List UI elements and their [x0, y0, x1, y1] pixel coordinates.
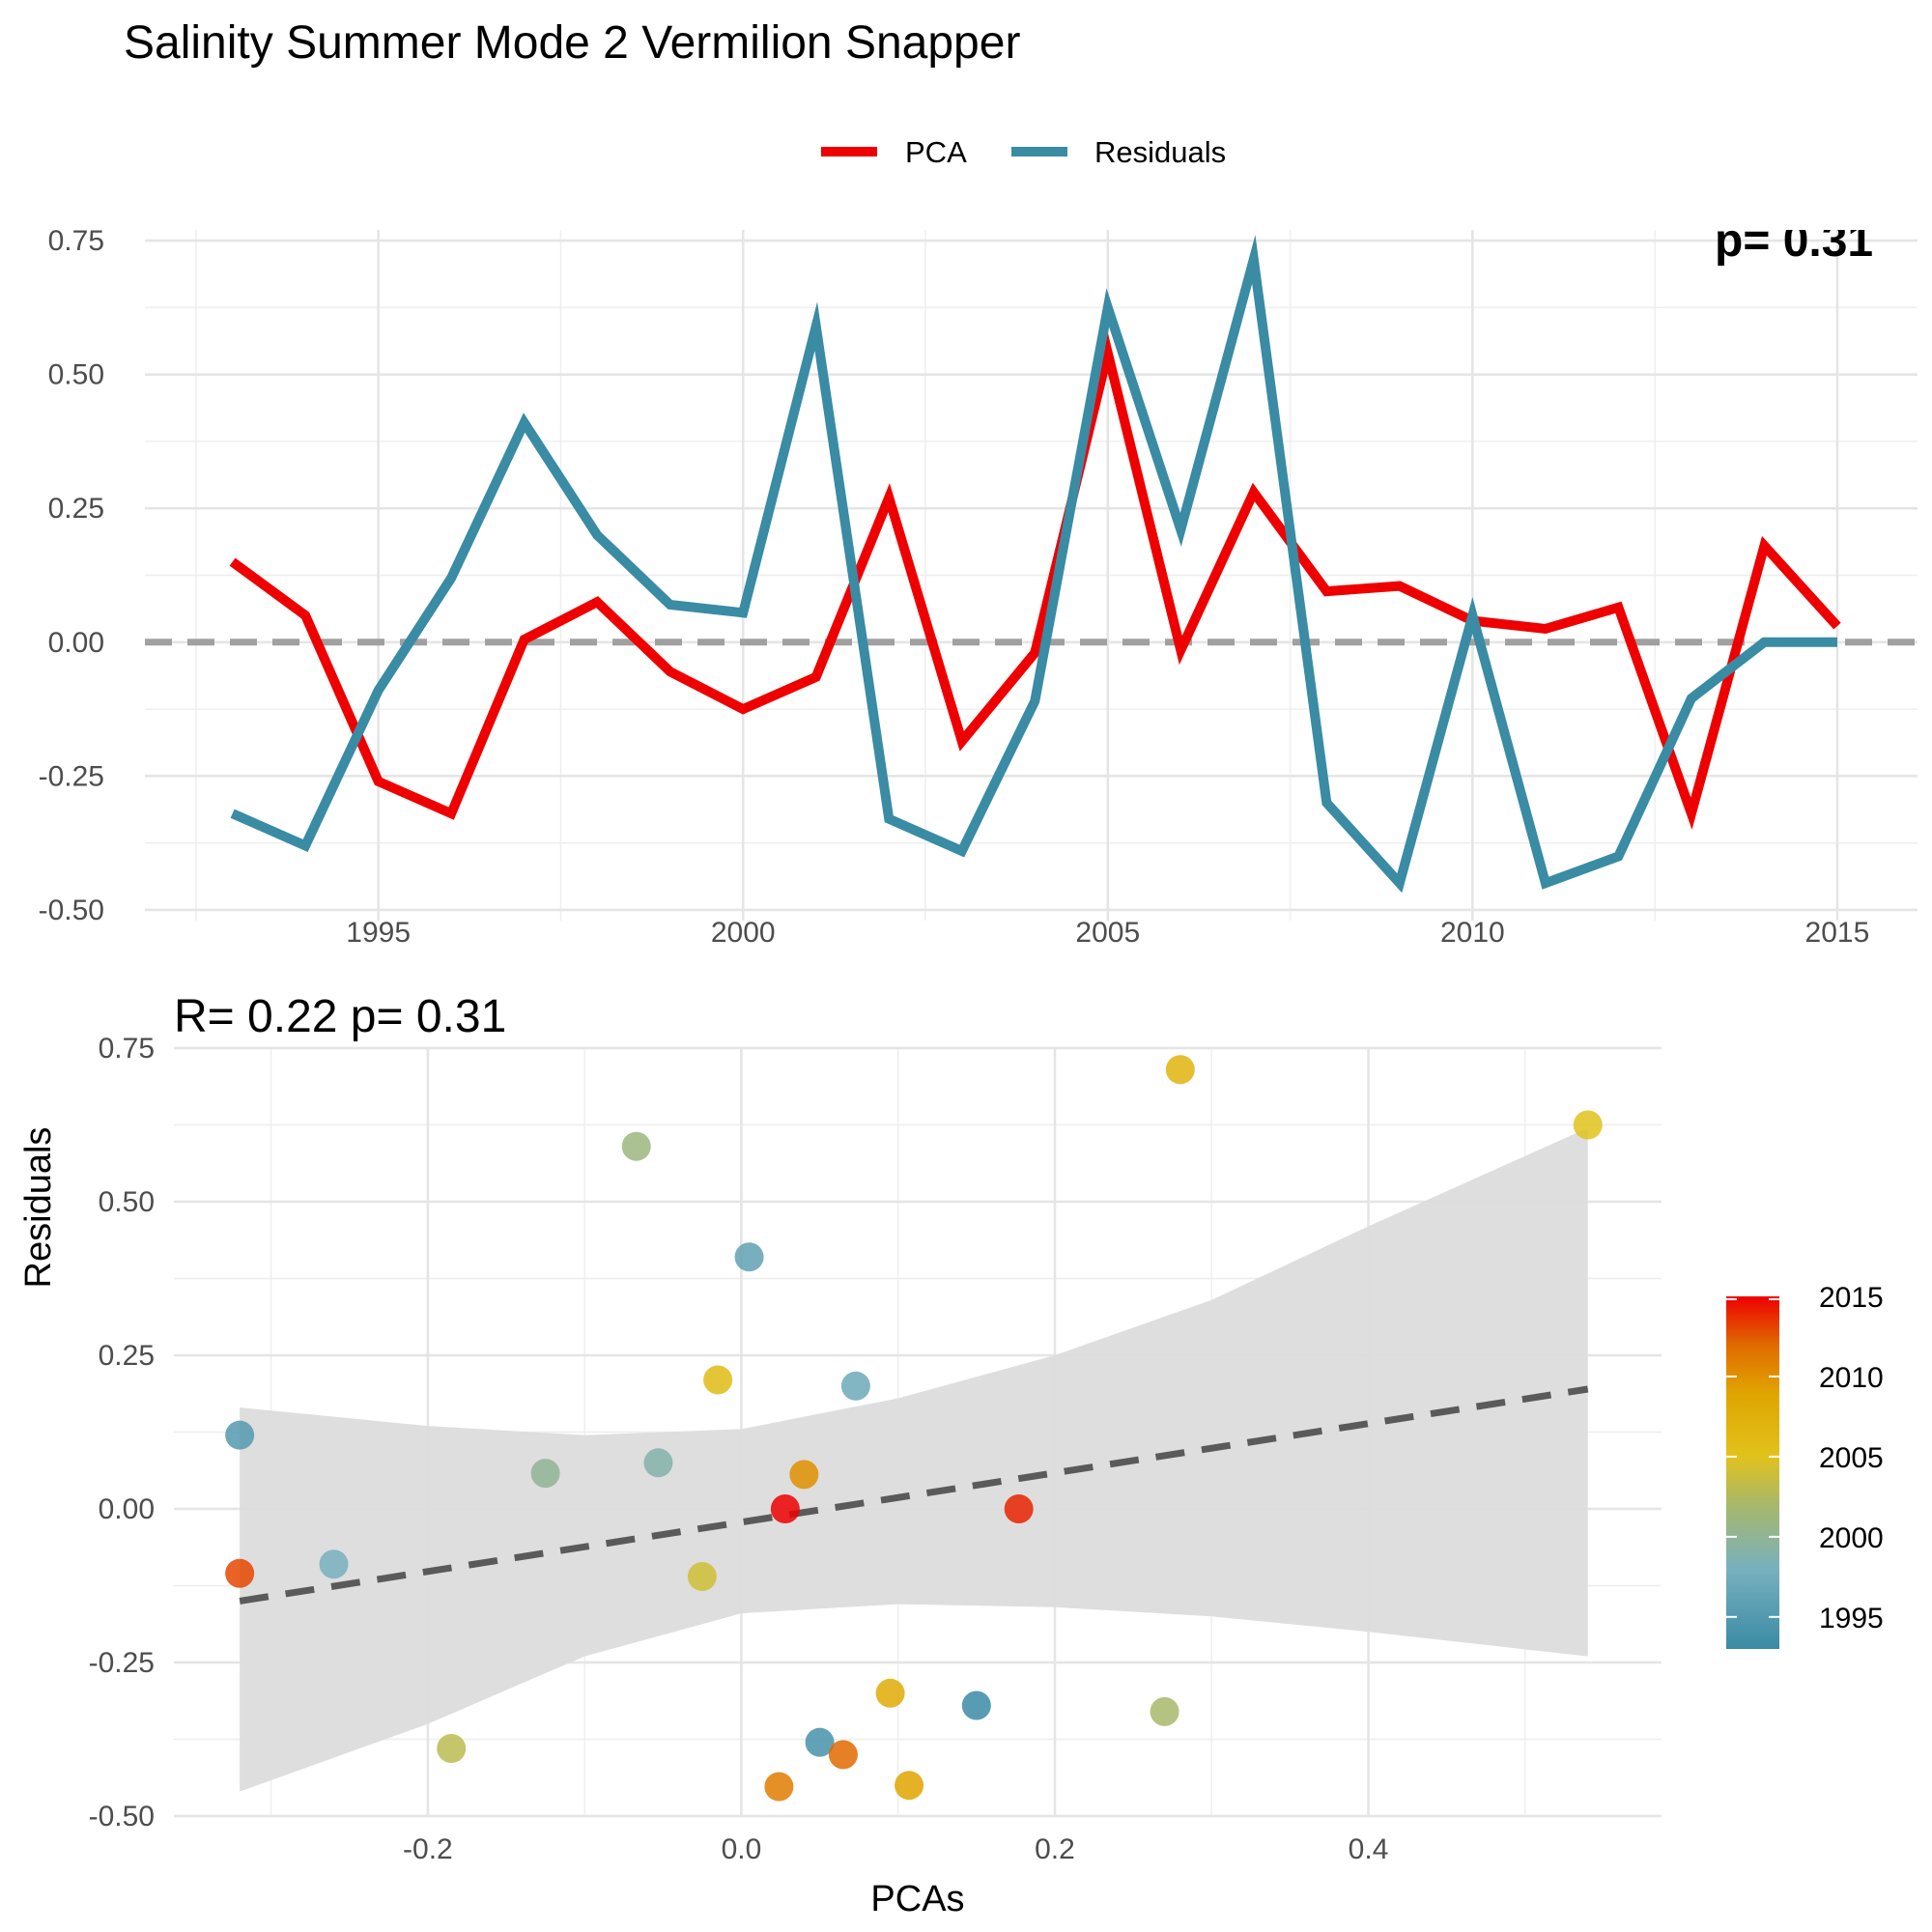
scatter-point — [1004, 1494, 1034, 1523]
scatter-point — [734, 1242, 764, 1272]
scatter-chart: -0.50 -0.25 0.00 0.25 0.50 0.75 -0.2 0.0 0.2 0.4… — [18, 1033, 1662, 1919]
scatter-y-tick-label: -0.50 — [89, 1801, 155, 1833]
colorbar-tick-label: 2005 — [1819, 1442, 1884, 1474]
scatter-point — [225, 1420, 255, 1450]
legend-residuals-label: Residuals — [1094, 135, 1226, 169]
scatter-y-ticks: -0.50 -0.25 0.00 0.25 0.50 0.75 — [89, 1033, 155, 1833]
scatter-x-tick-label: 0.2 — [1035, 1833, 1075, 1865]
scatter-points — [225, 1055, 1603, 1802]
top-x-tick-label: 1995 — [346, 917, 411, 949]
scatter-point — [621, 1131, 651, 1161]
corner-stat-text: p= 0.31 — [1715, 215, 1873, 267]
scatter-point — [437, 1734, 467, 1764]
scatter-point — [895, 1771, 924, 1801]
scatter-x-tick-label: -0.2 — [403, 1833, 453, 1865]
colorbar-tick-label: 2010 — [1819, 1362, 1884, 1394]
colorbar-tick-label: 2000 — [1819, 1522, 1884, 1554]
scatter-point — [1165, 1055, 1195, 1085]
scatter-point — [703, 1365, 733, 1395]
scatter-y-tick-label: 0.50 — [99, 1186, 155, 1218]
scatter-x-tick-label: 0.0 — [722, 1833, 762, 1865]
scatter-x-tick-label: 0.4 — [1349, 1833, 1389, 1865]
top-y-tick-label: 0.25 — [48, 493, 104, 525]
scatter-y-tick-label: 0.75 — [99, 1033, 155, 1065]
top-y-tick-label: -0.50 — [39, 895, 104, 926]
scatter-point — [805, 1727, 835, 1757]
scatter-point — [225, 1558, 255, 1588]
colorbar-tick-label: 1995 — [1819, 1603, 1884, 1634]
scatter-point — [319, 1549, 349, 1579]
scatter-point — [764, 1772, 794, 1802]
regression-line — [239, 1385, 1589, 1605]
colorbar-ticks: 2015 2010 2005 2000 1995 — [1726, 1282, 1884, 1634]
scatter-point — [789, 1460, 819, 1490]
scatter-y-tick-label: 0.25 — [99, 1340, 155, 1372]
scatter-y-tick-label: -0.25 — [89, 1647, 155, 1679]
scatter-x-ticks: -0.2 0.0 0.2 0.4 — [403, 1833, 1388, 1865]
top-x-tick-label: 2015 — [1805, 917, 1870, 949]
scatter-point — [643, 1448, 673, 1478]
top-x-ticks: 1995 2000 2005 2010 2015 — [346, 917, 1869, 949]
top-x-tick-label: 2010 — [1440, 917, 1505, 949]
scatter-point — [1150, 1696, 1179, 1726]
top-y-tick-label: 0.00 — [48, 627, 104, 659]
confidence-band — [240, 1127, 1588, 1792]
scatter-point — [530, 1459, 560, 1489]
time-series-chart: -0.50 -0.25 0.00 0.25 0.50 0.75 1995 2000 2005 2… — [39, 215, 1918, 949]
scatter-y-tick-label: 0.00 — [99, 1493, 155, 1525]
top-legend: PCA Residuals — [821, 135, 1226, 169]
top-y-tick-label: -0.25 — [39, 760, 104, 792]
legend-pca-label: PCA — [905, 135, 967, 169]
scatter-point — [961, 1690, 991, 1720]
y-axis-label: Residuals — [18, 1127, 59, 1289]
year-colorbar: 2015 2010 2005 2000 1995 — [1726, 1282, 1884, 1649]
scatter-point — [840, 1371, 870, 1401]
top-y-tick-label: 0.75 — [48, 225, 104, 257]
colorbar-gradient — [1726, 1296, 1779, 1649]
top-series-lines — [229, 235, 1841, 894]
colorbar-tick-label: 2015 — [1819, 1282, 1884, 1314]
top-x-tick-label: 2000 — [711, 917, 776, 949]
top-x-tick-label: 2005 — [1075, 917, 1140, 949]
scatter-point — [770, 1494, 800, 1523]
scatter-point — [875, 1678, 905, 1708]
top-y-ticks: -0.50 -0.25 0.00 0.25 0.50 0.75 — [39, 225, 104, 926]
scatter-title: R= 0.22 p= 0.31 — [174, 991, 506, 1042]
scatter-point — [1573, 1110, 1603, 1140]
top-gridlines — [145, 230, 1918, 921]
series-line-residuals — [230, 235, 1837, 894]
x-axis-label: PCAs — [870, 1879, 964, 1919]
top-y-tick-label: 0.50 — [48, 359, 104, 391]
series-line-pca — [229, 332, 1841, 830]
scatter-point — [687, 1561, 717, 1591]
scatter-point — [828, 1740, 858, 1770]
chart-title: Salinity Summer Mode 2 Vermilion Snapper — [124, 17, 1020, 69]
